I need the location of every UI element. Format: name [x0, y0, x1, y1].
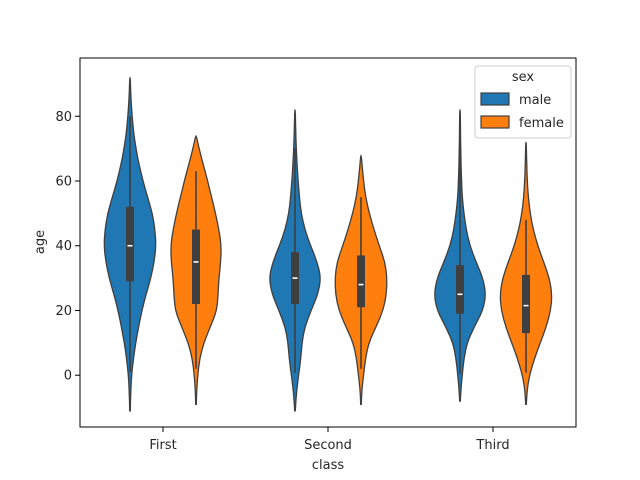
iqr-box-female-second — [357, 255, 365, 308]
y-tick-label: 80 — [55, 110, 72, 125]
y-axis-label: age — [33, 230, 48, 254]
iqr-box-female-first — [192, 229, 200, 304]
x-tick-label-second: Second — [304, 438, 352, 453]
x-tick-label-first: First — [149, 438, 176, 453]
x-axis: First Second Third — [149, 427, 510, 453]
y-tick-label: 20 — [55, 304, 72, 319]
iqr-box-male-first — [126, 206, 134, 282]
y-axis: 0 20 40 60 80 — [55, 110, 80, 384]
legend-swatch-female[interactable] — [480, 115, 510, 129]
legend-label-female[interactable]: female — [519, 116, 564, 131]
legend[interactable]: sex male female — [474, 65, 572, 139]
x-tick-label-third: Third — [475, 438, 509, 453]
iqr-box-male-third — [456, 265, 464, 314]
y-tick-label: 40 — [55, 239, 72, 254]
y-tick-label: 0 — [64, 369, 72, 384]
legend-label-male[interactable]: male — [519, 93, 551, 108]
legend-title: sex — [512, 70, 535, 85]
box-layer — [126, 116, 530, 374]
iqr-box-female-third — [522, 274, 530, 334]
x-axis-label: class — [312, 458, 344, 473]
legend-swatch-male[interactable] — [480, 92, 510, 106]
y-tick-label: 60 — [55, 175, 72, 190]
